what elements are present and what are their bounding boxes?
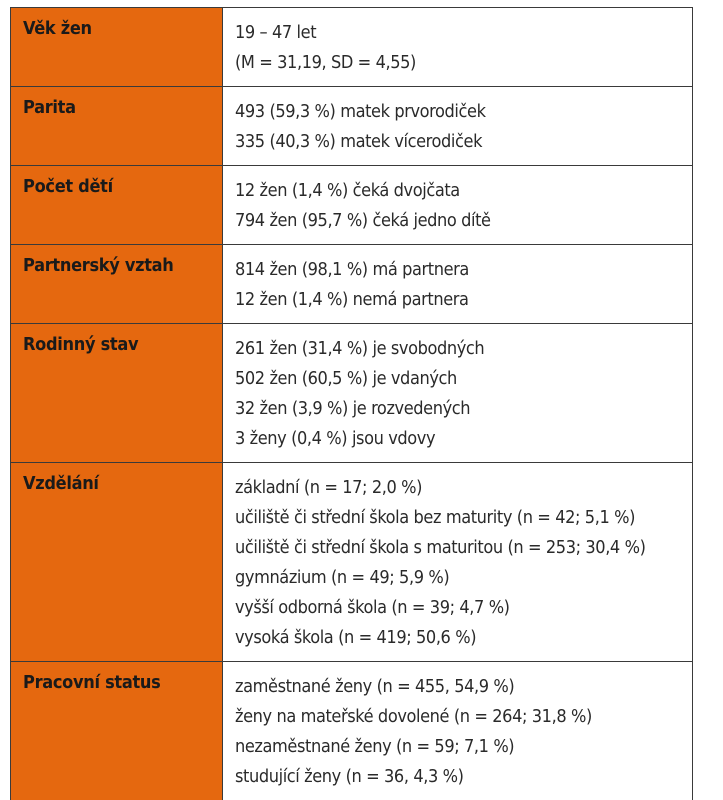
- value-line: vysoká škola (n = 419; 50,6 %): [235, 627, 477, 648]
- value-line: základní (n = 17; 2,0 %): [235, 477, 423, 498]
- value-line: 794 žen (95,7 %) čeká jedno dítě: [235, 210, 491, 231]
- table-body: Věk žen 19 – 47 let (M = 31,19, SD = 4,55)…: [10, 7, 693, 800]
- row-values: 493 (59,3 %) matek prvorodiček 335 (40,3 …: [222, 86, 693, 166]
- row-values: 19 – 47 let (M = 31,19, SD = 4,55): [222, 7, 693, 87]
- row-label: Partnerský vztah: [10, 244, 223, 324]
- value-line: 19 – 47 let: [235, 22, 317, 43]
- row-values: 261 žen (31,4 %) je svobodných 502 žen (6…: [222, 323, 693, 463]
- row-values: 12 žen (1,4 %) čeká dvojčata 794 žen (95,…: [222, 165, 693, 245]
- table-row: Vzdělání základní (n = 17; 2,0 %) učiliště…: [10, 462, 693, 662]
- value-line: učiliště či střední škola s maturitou (n…: [235, 537, 646, 558]
- row-values: základní (n = 17; 2,0 %) učiliště či stře…: [222, 462, 693, 662]
- value-line: zaměstnané ženy (n = 455, 54,9 %): [235, 676, 515, 697]
- value-line: 335 (40,3 %) matek vícerodiček: [235, 131, 483, 152]
- value-line: 493 (59,3 %) matek prvorodiček: [235, 101, 486, 122]
- table-row: Parita 493 (59,3 %) matek prvorodiček 335 …: [10, 86, 693, 166]
- value-line: 814 žen (98,1 %) má partnera: [235, 259, 469, 280]
- row-label: Rodinný stav: [10, 323, 223, 463]
- row-values: 814 žen (98,1 %) má partnera 12 žen (1,4 …: [222, 244, 693, 324]
- value-line: 261 žen (31,4 %) je svobodných: [235, 338, 485, 359]
- value-line: ženy na mateřské dovolené (n = 264; 31,8…: [235, 706, 592, 727]
- row-label: Pracovní status: [10, 661, 223, 800]
- table-row: Počet dětí 12 žen (1,4 %) čeká dvojčata 79…: [10, 165, 693, 245]
- row-label: Počet dětí: [10, 165, 223, 245]
- table-row: Partnerský vztah 814 žen (98,1 %) má part…: [10, 244, 693, 324]
- value-line: studující ženy (n = 36, 4,3 %): [235, 766, 464, 787]
- value-line: 12 žen (1,4 %) čeká dvojčata: [235, 180, 460, 201]
- row-values: zaměstnané ženy (n = 455, 54,9 %) ženy na…: [222, 661, 693, 800]
- row-label: Vzdělání: [10, 462, 223, 662]
- value-line: učiliště či střední škola bez maturity (…: [235, 507, 636, 528]
- value-line: nezaměstnané ženy (n = 59; 7,1 %): [235, 736, 515, 757]
- table-row: Pracovní status zaměstnané ženy (n = 455,…: [10, 661, 693, 800]
- row-label: Parita: [10, 86, 223, 166]
- value-line: vyšší odborná škola (n = 39; 4,7 %): [235, 597, 510, 618]
- value-line: gymnázium (n = 49; 5,9 %): [235, 567, 450, 588]
- value-line: (M = 31,19, SD = 4,55): [235, 52, 416, 73]
- value-line: 502 žen (60,5 %) je vdaných: [235, 368, 457, 389]
- table-row: Rodinný stav 261 žen (31,4 %) je svobodný…: [10, 323, 693, 463]
- row-label: Věk žen: [10, 7, 223, 87]
- demographics-table: Věk žen 19 – 47 let (M = 31,19, SD = 4,55)…: [10, 7, 693, 800]
- table-row: Věk žen 19 – 47 let (M = 31,19, SD = 4,55): [10, 7, 693, 87]
- value-line: 32 žen (3,9 %) je rozvedených: [235, 398, 471, 419]
- value-line: 12 žen (1,4 %) nemá partnera: [235, 289, 469, 310]
- value-line: 3 ženy (0,4 %) jsou vdovy: [235, 428, 436, 449]
